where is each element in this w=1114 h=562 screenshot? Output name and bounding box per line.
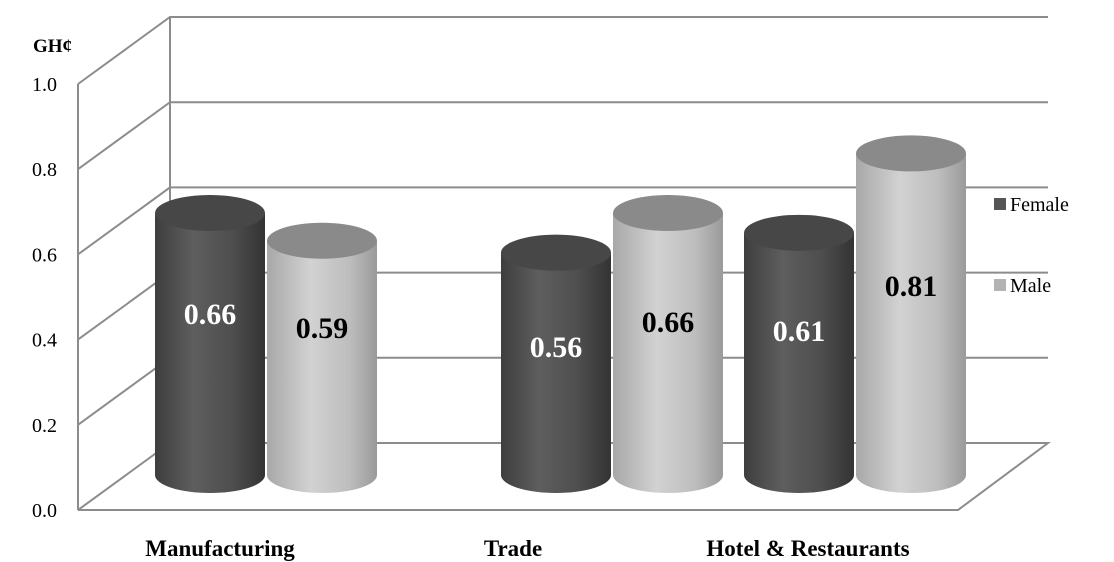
x-axis-labels: Manufacturing Trade Hotel & Restaurants — [145, 536, 909, 561]
y-axis-unit-label: GH¢ — [33, 36, 72, 57]
bar-body — [744, 232, 854, 493]
y-tick-label: 0.4 — [32, 330, 57, 352]
y-axis-ticks: 0.0 0.2 0.4 0.6 0.8 1.0 — [32, 74, 57, 522]
data-label: 0.66 — [184, 298, 237, 331]
bars: 0.66 0.59 0.56 0.66 0.61 0.81 — [155, 135, 966, 494]
legend-swatch-male — [994, 279, 1006, 291]
y-tick-label: 0.6 — [32, 244, 57, 266]
x-category-label: Trade — [484, 536, 542, 561]
y-tick-label: 0.8 — [32, 159, 57, 181]
bar-top — [744, 214, 854, 251]
bar-body — [267, 240, 377, 493]
bar-body — [613, 212, 723, 494]
bar-female-1: 0.56 — [501, 234, 611, 493]
bar-top — [267, 222, 377, 259]
gridline — [77, 101, 1048, 171]
bar-body — [856, 153, 966, 493]
bar-female-0: 0.66 — [155, 194, 265, 493]
y-tick-label: 0.0 — [32, 500, 57, 522]
y-tick-label: 1.0 — [32, 74, 57, 96]
bar-top — [501, 234, 611, 271]
bar-body — [501, 252, 611, 493]
data-label: 0.56 — [530, 331, 583, 364]
data-label: 0.61 — [773, 315, 826, 348]
bar-male-0: 0.59 — [267, 222, 377, 493]
data-label: 0.81 — [885, 270, 938, 303]
bar-male-2: 0.81 — [856, 135, 966, 493]
bar-top — [155, 194, 265, 231]
data-label: 0.59 — [296, 312, 349, 345]
bar-top — [613, 194, 723, 231]
legend-swatch-female — [994, 198, 1006, 210]
bar-body — [155, 212, 265, 493]
x-category-label: Manufacturing — [145, 536, 295, 561]
bar-top — [856, 135, 966, 172]
legend: Female Male — [994, 194, 1069, 297]
gridline — [77, 186, 1048, 256]
bar-male-1: 0.66 — [613, 194, 723, 494]
legend-label-female: Female — [1010, 194, 1069, 216]
gridline — [77, 16, 1048, 85]
x-category-label: Hotel & Restaurants — [706, 536, 909, 561]
y-tick-label: 0.2 — [32, 415, 57, 437]
data-label: 0.66 — [642, 306, 695, 339]
bar-female-2: 0.61 — [744, 214, 854, 493]
legend-label-male: Male — [1010, 275, 1051, 297]
